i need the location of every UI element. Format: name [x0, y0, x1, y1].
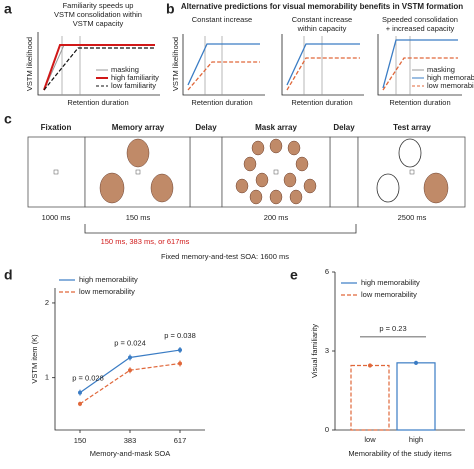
- axes: [182, 34, 265, 96]
- legend-text: masking: [111, 65, 139, 74]
- marker: [414, 360, 418, 365]
- y-label: Visual familiarity: [310, 324, 319, 378]
- duration: 1000 ms: [42, 213, 71, 222]
- panel-label: e: [290, 267, 298, 283]
- marker: [178, 361, 182, 366]
- stage: Fixation: [41, 123, 72, 132]
- screen: [27, 136, 86, 208]
- legend-text: low memorability: [361, 290, 417, 299]
- y-tick-label: 1: [45, 373, 49, 382]
- annotation: p = 0.038: [164, 331, 196, 340]
- title: Familiarity speeds up: [63, 1, 134, 10]
- y-label: VSTM likelihood: [171, 37, 180, 91]
- title: VSTM capacity: [73, 19, 124, 28]
- bar: [396, 362, 436, 431]
- marker: [128, 355, 132, 360]
- x-tick-label: low: [364, 435, 376, 444]
- x-tick-label: 383: [124, 436, 137, 445]
- curve: [43, 47, 155, 91]
- stage: Delay: [333, 123, 355, 132]
- panel-a: a Familiarity speeds up VSTM consolidati…: [4, 1, 160, 107]
- curve: [43, 44, 155, 91]
- legend-text: high familiarity: [111, 73, 159, 82]
- subtitle: Constant increase: [292, 15, 352, 24]
- title: Alternative predictions for visual memor…: [181, 2, 463, 11]
- legend-text: low memorability: [79, 287, 135, 296]
- marker: [128, 368, 132, 373]
- screen: [189, 136, 223, 208]
- screen: [329, 136, 359, 208]
- annotation: p = 0.024: [114, 338, 146, 347]
- axes: [37, 32, 160, 96]
- stage: Delay: [195, 123, 217, 132]
- panel-b: b Alternative predictions for visual mem…: [166, 1, 474, 107]
- curves: [187, 39, 458, 91]
- legend-text: high memorability: [79, 275, 138, 284]
- bar: [350, 364, 390, 431]
- legend-text: high memorability: [361, 278, 420, 287]
- bracket: [84, 224, 357, 234]
- marker: [368, 363, 372, 368]
- title: VSTM consolidation within: [54, 10, 142, 19]
- screen: [357, 136, 466, 208]
- stage: Test array: [393, 123, 431, 132]
- panel-label: d: [4, 267, 13, 283]
- y-tick-label: 6: [325, 267, 329, 276]
- fixation: [273, 169, 279, 175]
- duration: 2500 ms: [398, 213, 427, 222]
- legend-text: high memorability: [427, 73, 474, 82]
- fixation: [409, 169, 415, 175]
- duration: 150 ms: [126, 213, 151, 222]
- fixation: [135, 169, 141, 175]
- subtitle: + increased capacity: [386, 24, 455, 33]
- legend-text: masking: [427, 65, 455, 74]
- y-label: VSTM item (K): [30, 334, 39, 384]
- subtitle: Constant increase: [192, 15, 252, 24]
- annotation: p = 0.23: [379, 324, 406, 333]
- x-label: Retention duration: [67, 98, 128, 107]
- x-tick-label: 150: [74, 436, 87, 445]
- axes: [377, 34, 462, 96]
- stage: Memory array: [112, 123, 165, 132]
- y-label: VSTM likelihood: [25, 37, 34, 91]
- y-tick-label: 2: [45, 298, 49, 307]
- panel-label: b: [166, 1, 175, 17]
- fixed-soa: Fixed memory-and-test SOA: 1600 ms: [161, 252, 289, 261]
- subtitle: Speeded consolidation: [382, 15, 458, 24]
- x-label: Memory-and-mask SOA: [90, 449, 170, 458]
- y-tick-label: 3: [325, 346, 329, 355]
- panel-label: c: [4, 111, 12, 127]
- guides: [204, 36, 411, 95]
- marker: [78, 401, 82, 406]
- soa-text: 150 ms, 383 ms, or 617ms: [101, 237, 190, 246]
- axes: [281, 34, 364, 96]
- faces: [99, 138, 449, 205]
- x-tick-label: high: [409, 435, 423, 444]
- x-label: Memorability of the study items: [348, 449, 452, 458]
- subtitle: within capacity: [297, 24, 347, 33]
- fixation: [53, 169, 59, 175]
- duration: 200 ms: [264, 213, 289, 222]
- axes: [54, 288, 205, 431]
- y-tick-label: 0: [325, 425, 329, 434]
- marker: [78, 390, 82, 395]
- x-tick-label: 617: [174, 436, 187, 445]
- legend-text: low familiarity: [111, 81, 156, 90]
- annotation: p = 0.028: [72, 374, 104, 383]
- legend-text: low memorability: [427, 81, 474, 90]
- x-label: Retention duration: [191, 98, 252, 107]
- panel-c: c Fixation Memory array Delay Mask array…: [4, 111, 466, 261]
- marker: [178, 348, 182, 353]
- panel-label: a: [4, 1, 12, 17]
- stage: Mask array: [255, 123, 297, 132]
- x-label: Retention duration: [389, 98, 450, 107]
- x-label: Retention duration: [291, 98, 352, 107]
